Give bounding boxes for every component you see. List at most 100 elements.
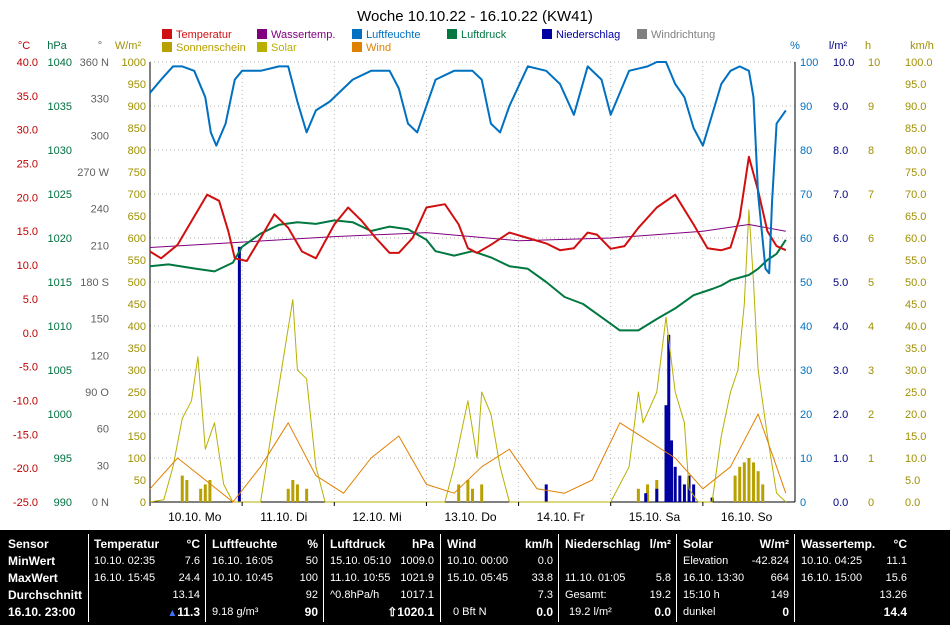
humidity-title: Luftfeuchte xyxy=(212,537,278,551)
wind-tick-label: 50.0 xyxy=(905,277,926,289)
wind-unit: km/h xyxy=(524,537,553,551)
rain-max-value: 5.8 xyxy=(655,572,671,584)
rain-axis-unit: l/m² xyxy=(829,40,848,52)
sunshine-bar xyxy=(466,480,470,502)
humidity-column: Luftfeuchte% 16.10. 16:05 50 10.10. 10:45… xyxy=(212,536,318,622)
rain-bar xyxy=(237,246,241,502)
x-tick-label: 13.10. Do xyxy=(445,510,497,524)
sun-tick-label: 3 xyxy=(868,365,874,377)
humidity-tick-label: 60 xyxy=(800,233,812,245)
sun-tick-label: 6 xyxy=(868,233,874,245)
solar-tick-label: 800 xyxy=(128,145,146,157)
rain-bar xyxy=(667,334,671,502)
solar-axis-unit: W/m² xyxy=(115,40,142,52)
legend-swatch xyxy=(447,29,457,39)
solar-tick-label: 850 xyxy=(128,123,146,135)
wind-current: 0.0 xyxy=(536,605,553,619)
sunshine-bar xyxy=(203,484,207,502)
wind-tick-label: 30.0 xyxy=(905,365,926,377)
rain-bar xyxy=(655,488,659,502)
sunshine-bar xyxy=(208,480,212,502)
wind-column: Wind km/h 10.10. 00:00 0.0 15.10. 05:45 33.… xyxy=(447,536,553,622)
temperature-avg-value: 13.14 xyxy=(172,589,200,601)
rain-tick-label: 9.0 xyxy=(833,101,848,113)
solar-tick-label: 350 xyxy=(128,343,146,355)
pressure-tick-label: 990 xyxy=(54,497,72,509)
rain-bar xyxy=(544,484,548,502)
pressure-tick-label: 1005 xyxy=(48,365,72,377)
temperature-max-value: 24.4 xyxy=(178,572,200,584)
sensor-column: Sensor MinWert MaxWert Durchschnitt 16.1… xyxy=(8,536,86,622)
current-time: 16.10. 23:00 xyxy=(8,605,76,619)
pressure-unit: hPa xyxy=(411,537,434,551)
legend-swatch xyxy=(352,42,362,52)
solar-tick-label: 250 xyxy=(128,387,146,399)
wind-axis-unit: km/h xyxy=(910,40,934,52)
temperature-max-time: 16.10. 15:45 xyxy=(94,572,156,584)
legend-label: Wassertemp. xyxy=(271,29,335,41)
rain-bar xyxy=(678,475,682,502)
sun-axis-unit: h xyxy=(865,40,871,52)
pressure-max-value: 1021.9 xyxy=(400,572,434,584)
winddir-tick-label: 300 xyxy=(91,130,109,142)
water-temp-min-value: 11.1 xyxy=(886,555,907,567)
pressure-column: Luftdruck hPa 15.10. 05:10 1009.0 11.10. 1… xyxy=(330,536,434,622)
wind-tick-label: 60.0 xyxy=(905,233,926,245)
humidity-min-value: 50 xyxy=(305,555,318,567)
rain-bar xyxy=(664,405,668,502)
humidity-max-time: 10.10. 10:45 xyxy=(212,572,274,584)
temp-tick-label: 25.0 xyxy=(17,159,38,171)
solar-max-time: 16.10. 13:30 xyxy=(683,572,745,584)
humidity-min-time: 16.10. 16:05 xyxy=(212,555,274,567)
solar-tick-label: 300 xyxy=(128,365,146,377)
wind-tick-label: 75.0 xyxy=(905,167,926,179)
sun-tick-label: 0 xyxy=(868,497,874,509)
temperature-min-time: 10.10. 02:35 xyxy=(94,555,156,567)
axes: 40.035.030.025.020.015.010.05.00.0-5.0-1… xyxy=(13,57,933,509)
sunshine-bar xyxy=(185,480,189,502)
water-temp-unit: °C xyxy=(893,537,907,551)
legend-label: Solar xyxy=(271,42,297,54)
humidity-tick-label: 40 xyxy=(800,321,812,333)
sunshine-bar xyxy=(756,471,760,502)
sun-tick-label: 4 xyxy=(868,321,874,333)
humidity-avg-value: 92 xyxy=(305,589,318,601)
temperature-current: 11.3 xyxy=(177,605,200,619)
winddir-tick-label: 180 S xyxy=(80,277,109,289)
pressure-tick-label: 995 xyxy=(54,453,72,465)
solar-tick-label: 600 xyxy=(128,233,146,245)
temp-tick-label: 40.0 xyxy=(17,57,38,69)
humidity-tick-label: 10 xyxy=(800,453,812,465)
sunshine-bar xyxy=(646,484,650,502)
rain-total-label: Gesamt: xyxy=(565,589,607,601)
legend-label: Temperatur xyxy=(176,29,232,41)
rain-tick-label: 6.0 xyxy=(833,233,848,245)
pressure-current: 1020.1 xyxy=(397,605,434,619)
humidity-absolute: 9.18 g/m³ xyxy=(212,606,259,618)
sun-tick-label: 2 xyxy=(868,409,874,421)
sunshine-bar xyxy=(636,488,640,502)
solar-tick-label: 650 xyxy=(128,211,146,223)
temp-tick-label: 20.0 xyxy=(17,192,38,204)
pressure-trend: ^0.8hPa/h xyxy=(330,589,380,601)
winddir-axis-unit: ° xyxy=(98,40,102,52)
solar-tick-label: 150 xyxy=(128,431,146,443)
solar-tick-label: 400 xyxy=(128,321,146,333)
wind-tick-label: 45.0 xyxy=(905,299,926,311)
water-temp-avg-value: 13.26 xyxy=(879,589,907,601)
sunshine-bar xyxy=(480,484,484,502)
series-line-wind xyxy=(149,413,787,503)
temp-tick-label: 35.0 xyxy=(17,91,38,103)
legend-label: Luftfeuchte xyxy=(366,29,420,41)
solar-current: 0 xyxy=(782,605,789,619)
winddir-tick-label: 330 xyxy=(91,94,109,106)
rain-bar xyxy=(673,466,677,502)
x-tick-label: 11.10. Di xyxy=(260,510,307,524)
wind-tick-label: 35.0 xyxy=(905,343,926,355)
winddir-tick-label: 30 xyxy=(97,460,109,472)
axis-units: °C hPa ° W/m²% l/m² h km/h xyxy=(18,40,934,52)
humidity-tick-label: 100 xyxy=(800,57,818,69)
temperature-unit: °C xyxy=(186,537,200,551)
line-layer xyxy=(149,61,787,503)
wind-tick-label: 5.0 xyxy=(905,475,920,487)
